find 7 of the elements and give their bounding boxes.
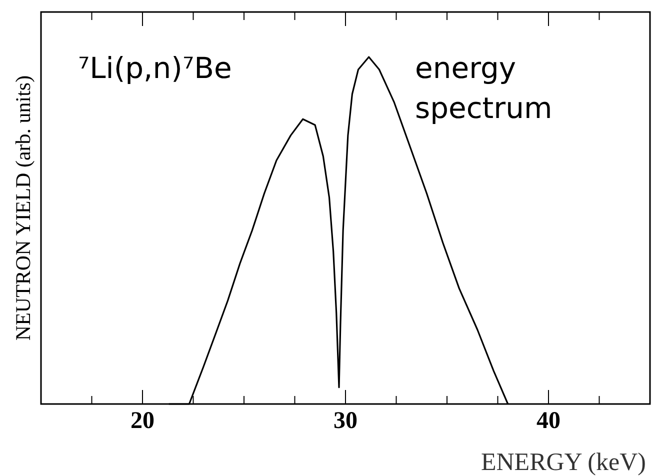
y-axis-title: NEUTRON YIELD (arb. units) bbox=[11, 75, 35, 341]
x-axis-title: ENERGY (keV) bbox=[480, 449, 646, 476]
x-tick-label: 20 bbox=[130, 408, 154, 434]
annotation: energy spectrum bbox=[415, 51, 552, 125]
x-tick-label: 40 bbox=[536, 408, 560, 434]
annotation: ⁷Li(p,n)⁷Be bbox=[78, 51, 232, 85]
x-tick-label: 30 bbox=[334, 408, 358, 434]
